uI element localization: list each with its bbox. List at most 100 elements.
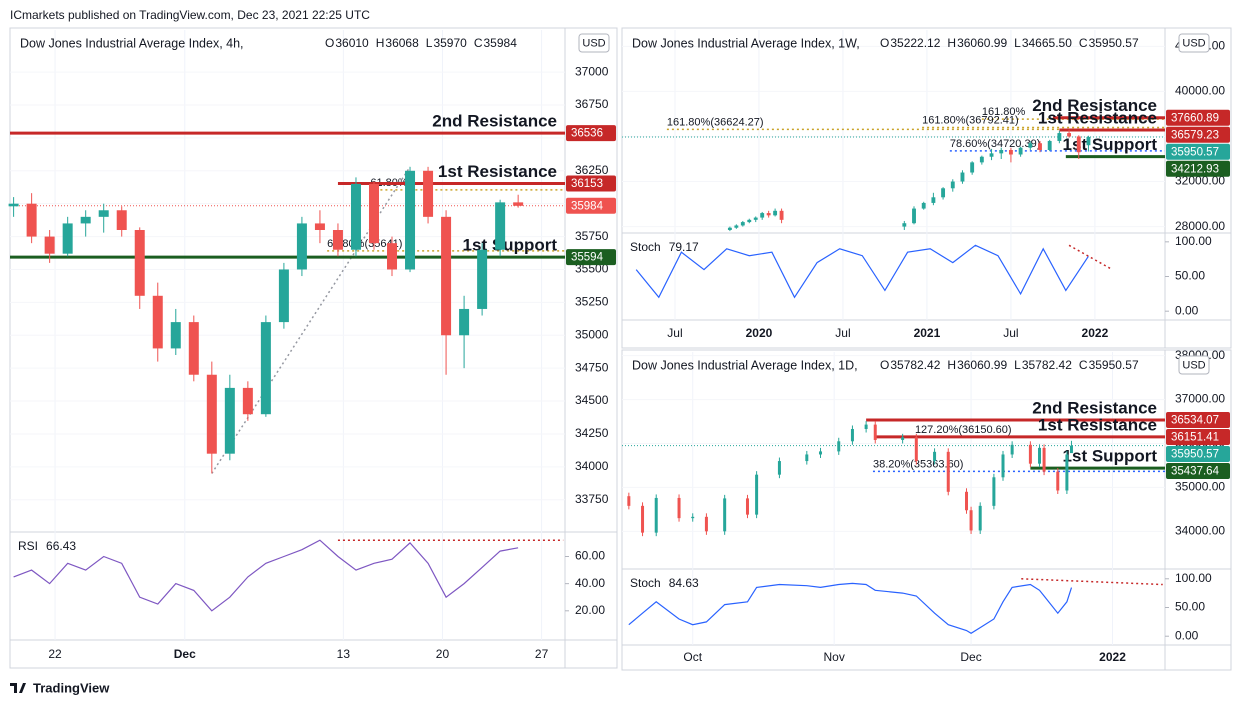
currency-label: USD xyxy=(1182,37,1205,49)
candle-body xyxy=(965,491,969,511)
x-tick-label: 2022 xyxy=(1099,650,1126,664)
ohlc-key: C xyxy=(474,36,483,50)
candle-body xyxy=(753,217,758,220)
candle-body xyxy=(999,149,1004,154)
indicator-name: Stoch xyxy=(630,240,661,254)
candle-body xyxy=(766,213,771,216)
x-tick-label: Dec xyxy=(960,650,981,664)
ohlc-value: 36060.99 xyxy=(957,36,1007,50)
indicator-tick-label: 100.00 xyxy=(1175,234,1212,248)
candle-body xyxy=(914,437,918,462)
y-tick-label: 40000.00 xyxy=(1175,84,1225,98)
ohlc-key: H xyxy=(947,358,956,372)
ohlc-value: 35782.42 xyxy=(890,358,940,372)
fib-label: 161.80%(36792.41) xyxy=(922,114,1019,126)
candle-body xyxy=(901,437,905,440)
ohlc-key: L xyxy=(1014,36,1021,50)
publish-header: ICmarkets published on TradingView.com, … xyxy=(10,8,370,22)
ohlc-key: C xyxy=(1079,358,1088,372)
indicator-value: 79.17 xyxy=(669,240,699,254)
indicator-tick-label: 50.00 xyxy=(1175,600,1205,614)
x-tick-label: 2022 xyxy=(1082,326,1109,340)
ohlc-value: 35782.42 xyxy=(1022,358,1072,372)
y-tick-label: 34750 xyxy=(575,360,609,374)
y-tick-label: 34250 xyxy=(575,426,609,440)
candle-body xyxy=(921,202,926,209)
brand-logo xyxy=(10,683,26,693)
price-tag-label: 35984 xyxy=(571,200,604,212)
candle-body xyxy=(188,322,199,375)
candle-body xyxy=(864,424,868,429)
y-tick-label: 28000.00 xyxy=(1175,219,1225,233)
candle-body xyxy=(777,461,781,475)
fib-label: 161.80%(36624.27) xyxy=(667,116,764,128)
candle-body xyxy=(627,496,631,506)
candle-body xyxy=(641,505,645,533)
indicator-value: 84.63 xyxy=(669,576,699,590)
price-tag xyxy=(566,197,616,214)
candle-body xyxy=(946,451,950,492)
candle-body xyxy=(1038,143,1042,150)
candle-body xyxy=(206,374,217,454)
candle-body xyxy=(314,223,325,230)
chart-title: Dow Jones Industrial Average Index, 4h, xyxy=(20,36,244,50)
level-annotation: 2nd Resistance xyxy=(432,112,557,131)
candle-body xyxy=(1056,471,1060,491)
y-tick-label: 37000.00 xyxy=(1175,392,1225,406)
currency-box xyxy=(1178,33,1210,53)
indicator-pane xyxy=(628,578,1163,635)
candle-body xyxy=(704,516,708,532)
panel xyxy=(9,27,618,669)
candle-body xyxy=(1067,133,1072,137)
indicator-line xyxy=(628,582,1073,635)
candle-body xyxy=(1086,137,1091,146)
candle-body xyxy=(8,203,19,207)
candle-body xyxy=(495,202,506,250)
level-annotation: 1st Support xyxy=(463,236,558,255)
candle-body xyxy=(278,269,289,323)
y-tick-label: 32000.00 xyxy=(1175,174,1225,188)
price-tag xyxy=(1166,160,1230,177)
candle-body xyxy=(902,223,907,227)
candle-body xyxy=(931,197,936,203)
price-tag xyxy=(1166,109,1230,126)
candle-body xyxy=(1038,447,1042,464)
indicator-tick-label: 50.00 xyxy=(1175,269,1205,283)
indicator-pane xyxy=(13,539,564,612)
price-tag xyxy=(1166,143,1230,160)
fib-swing-line xyxy=(211,166,411,474)
y-tick-label: 37000 xyxy=(575,64,609,78)
y-tick-label: 35750 xyxy=(575,229,609,243)
y-tick-label: 35000 xyxy=(575,327,609,341)
x-tick-label: 20 xyxy=(436,647,450,661)
candle-body xyxy=(98,210,109,217)
candle-body xyxy=(960,172,965,182)
price-tag-label: 35950.57 xyxy=(1171,449,1219,461)
price-pane: 127.20%(36150.60) 38.20%(35363.60) 2nd Res… xyxy=(622,399,1165,473)
indicator-trendline xyxy=(1068,244,1112,270)
candle-body xyxy=(242,387,253,415)
x-tick-label: Jul xyxy=(667,326,682,340)
candle-body xyxy=(152,295,163,349)
x-tick-label: 2020 xyxy=(746,326,773,340)
indicator-tick-label: 40.00 xyxy=(575,576,605,590)
candle-body xyxy=(170,322,181,349)
price-tag-label: 36534.07 xyxy=(1171,415,1219,427)
level-annotation: 1st Resistance xyxy=(438,162,557,181)
level-annotation: 2nd Resistance xyxy=(1032,399,1157,418)
ohlc-value: 36060.99 xyxy=(957,358,1007,372)
candle-body xyxy=(818,451,822,455)
ohlc-key: C xyxy=(1079,36,1088,50)
price-tag-label: 36536 xyxy=(571,128,603,140)
ohlc-value: 36068 xyxy=(385,36,419,50)
y-tick-label: 35500 xyxy=(575,262,609,276)
candle-body xyxy=(950,181,955,189)
candle-body xyxy=(134,230,145,296)
level-annotation: 1st Resistance xyxy=(1038,108,1157,127)
candle-body xyxy=(745,498,749,515)
ohlc-value: 35984 xyxy=(484,36,518,50)
chart-title: Dow Jones Industrial Average Index, 1D, xyxy=(632,358,858,372)
y-tick-label: 34500 xyxy=(575,393,609,407)
candle-body xyxy=(350,183,361,250)
